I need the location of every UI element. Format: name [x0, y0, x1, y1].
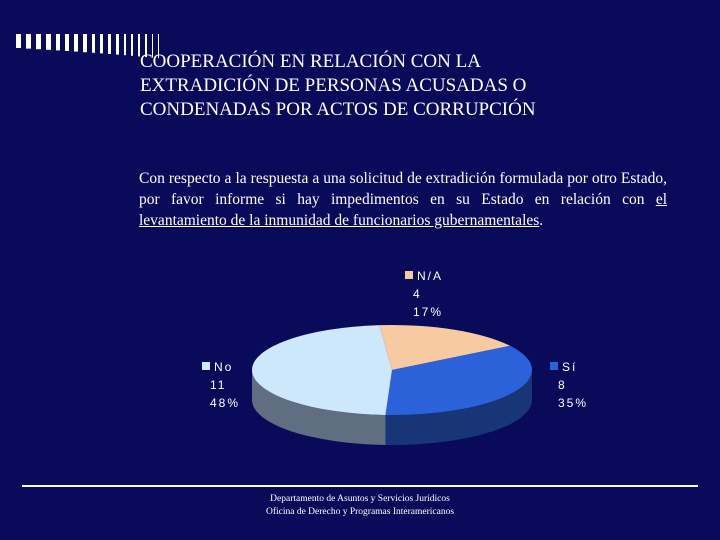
footer-divider — [22, 485, 698, 487]
decorative-bar — [138, 34, 140, 57]
legend-percent-sí: 35% — [558, 396, 588, 410]
decorative-bar — [74, 34, 78, 52]
question-underlined: el levantamiento de la inmunidad de func… — [139, 191, 667, 229]
legend-value-na: 4 — [413, 287, 422, 301]
pie-chart: N/A 4 17% Sí 8 35% No 11 48% — [202, 269, 588, 445]
decorative-bar — [145, 34, 147, 57]
legend-name-sí: Sí — [562, 360, 577, 374]
legend-marker-sí — [550, 362, 558, 370]
decorative-bar — [36, 34, 41, 50]
legend-percent-no: 48% — [210, 396, 240, 410]
decorative-bar — [152, 34, 153, 58]
footer: Departamento de Asuntos y Servicios Jurí… — [0, 493, 720, 519]
pie-side-sí — [385, 370, 532, 445]
decorative-bar — [100, 34, 103, 54]
slide-title: COOPERACIÓN EN RELACIÓN CON LA EXTRADICI… — [140, 50, 680, 122]
title-line-3: CONDENADAS POR ACTOS DE CORRUPCIÓN — [140, 99, 536, 120]
legend-value-sí: 8 — [558, 378, 567, 392]
legend-percent-na: 17% — [413, 305, 443, 319]
pie-slice-na — [379, 325, 511, 370]
decorative-bar — [46, 34, 51, 50]
decorative-bars — [16, 34, 159, 59]
decorative-bar — [108, 34, 111, 54]
footer-line-2: Oficina de Derecho y Programas Interamer… — [265, 507, 455, 517]
legend-marker-no — [202, 362, 210, 370]
legend-name-no: No — [214, 360, 233, 374]
question-intro: Con respecto a la respuesta a una solici… — [139, 170, 667, 208]
decorative-bar — [124, 34, 126, 56]
legend-name-na: N/A — [417, 269, 443, 283]
pie-slice-no — [251, 325, 392, 415]
decorative-bar — [83, 34, 87, 53]
legend-value-no: 11 — [210, 378, 226, 392]
question-end: . — [539, 212, 544, 229]
pie-slice-sí — [385, 345, 533, 415]
title-line-1: COOPERACIÓN EN RELACIÓN CON LA — [140, 51, 481, 72]
decorative-bar — [131, 34, 133, 56]
decorative-bar — [16, 34, 21, 48]
pie-side-no — [252, 370, 386, 445]
legend-marker-na — [405, 271, 413, 279]
decorative-bar — [116, 34, 119, 55]
footer-line-1: Departamento de Asuntos y Servicios Jurí… — [270, 494, 450, 504]
decorative-bar — [26, 34, 31, 49]
decorative-bar — [92, 34, 95, 53]
title-line-2: EXTRADICIÓN DE PERSONAS ACUSADAS O — [140, 75, 527, 96]
decorative-bar — [56, 34, 60, 51]
decorative-bar — [158, 34, 159, 59]
question-text: Con respecto a la respuesta a una solici… — [139, 168, 667, 231]
decorative-bar — [65, 34, 69, 51]
